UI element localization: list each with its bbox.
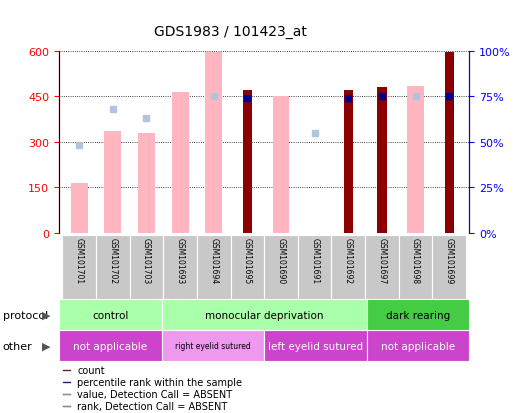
Text: GSM101691: GSM101691: [310, 237, 319, 283]
Bar: [63, 382, 71, 383]
Text: ▶: ▶: [42, 310, 51, 320]
Text: count: count: [77, 366, 105, 375]
Text: other: other: [3, 341, 32, 351]
Bar: [63, 394, 71, 395]
Bar: [365, 235, 399, 299]
Text: value, Detection Call = ABSENT: value, Detection Call = ABSENT: [77, 389, 232, 399]
Bar: [331, 235, 365, 299]
Bar: [367, 330, 469, 361]
Text: GSM101703: GSM101703: [142, 237, 151, 283]
Text: GSM101701: GSM101701: [75, 237, 84, 283]
Bar: [71, 183, 88, 233]
Bar: [432, 235, 466, 299]
Bar: [162, 299, 367, 330]
Bar: [59, 299, 162, 330]
Bar: [197, 235, 230, 299]
Bar: [63, 370, 71, 371]
Bar: [63, 235, 96, 299]
Text: dark rearing: dark rearing: [386, 310, 450, 320]
Text: percentile rank within the sample: percentile rank within the sample: [77, 377, 243, 387]
Text: GSM101694: GSM101694: [209, 237, 218, 283]
Text: protocol: protocol: [3, 310, 48, 320]
Bar: [367, 299, 469, 330]
Bar: [445, 52, 454, 233]
Bar: [230, 235, 264, 299]
Bar: [399, 235, 432, 299]
Bar: [264, 330, 367, 361]
Text: right eyelid sutured: right eyelid sutured: [175, 342, 251, 350]
Text: GSM101698: GSM101698: [411, 237, 420, 283]
Bar: [172, 93, 188, 233]
Bar: [344, 91, 353, 233]
Bar: [105, 132, 121, 233]
Text: left eyelid sutured: left eyelid sutured: [268, 341, 363, 351]
Bar: [243, 91, 252, 233]
Bar: [63, 406, 71, 407]
Bar: [162, 330, 264, 361]
Bar: [205, 53, 222, 233]
Bar: [407, 87, 424, 233]
Text: GSM101699: GSM101699: [445, 237, 453, 283]
Bar: [163, 235, 197, 299]
Bar: [138, 133, 155, 233]
Bar: [130, 235, 163, 299]
Text: GSM101695: GSM101695: [243, 237, 252, 283]
Text: GSM101692: GSM101692: [344, 237, 353, 283]
Bar: [264, 235, 298, 299]
Text: GSM101693: GSM101693: [175, 237, 185, 283]
Text: GSM101702: GSM101702: [108, 237, 117, 283]
Text: not applicable: not applicable: [381, 341, 455, 351]
Text: GDS1983 / 101423_at: GDS1983 / 101423_at: [154, 25, 307, 39]
Text: GSM101690: GSM101690: [277, 237, 286, 283]
Bar: [272, 97, 289, 233]
Bar: [96, 235, 130, 299]
Text: rank, Detection Call = ABSENT: rank, Detection Call = ABSENT: [77, 401, 228, 411]
Text: ▶: ▶: [42, 341, 51, 351]
Text: control: control: [92, 310, 128, 320]
Bar: [298, 235, 331, 299]
Text: GSM101697: GSM101697: [378, 237, 386, 283]
Text: monocular deprivation: monocular deprivation: [205, 310, 323, 320]
Bar: [377, 88, 387, 233]
Bar: [59, 330, 162, 361]
Text: not applicable: not applicable: [73, 341, 147, 351]
